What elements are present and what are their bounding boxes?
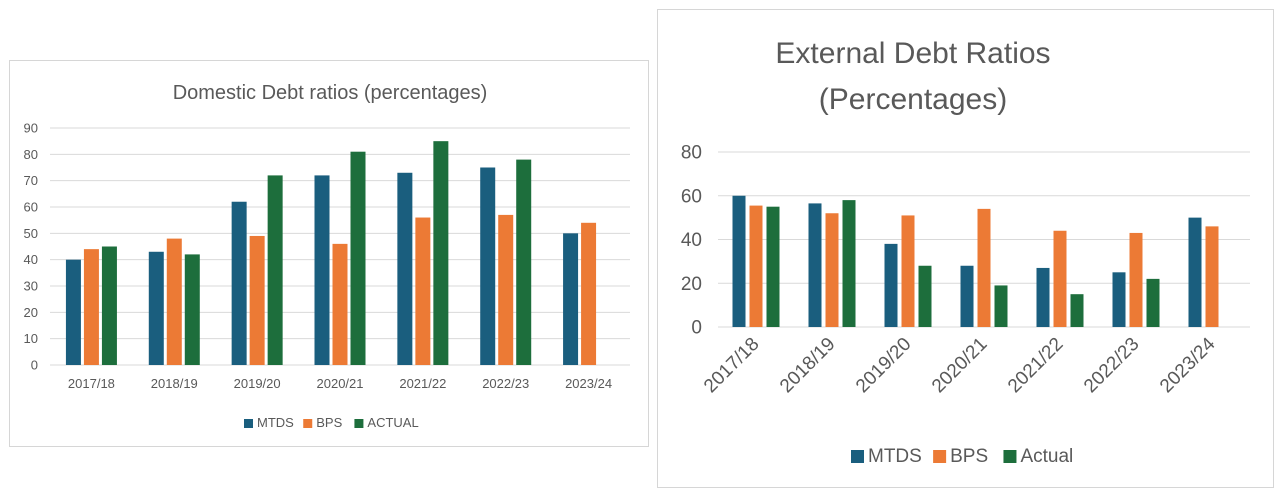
bar-actual-2017-18 (101, 246, 117, 365)
bar-actual-2019-20 (918, 265, 932, 327)
legend-swatch-mtds (851, 450, 864, 463)
bar-mtds-2023-24 (563, 233, 579, 365)
x-tick-label: 2023/24 (1156, 333, 1220, 397)
y-tick-label: 60 (24, 200, 38, 215)
legend-swatch-bps (933, 450, 947, 463)
chart-title-line-1: External Debt Ratios (775, 37, 1050, 70)
x-tick-label: 2021/22 (1004, 334, 1067, 397)
bar-actual-2020-21 (350, 151, 366, 365)
y-tick-label: 70 (24, 173, 38, 188)
bar-mtds-2018-19 (148, 251, 164, 365)
bar-bps-2023-24 (1205, 226, 1219, 327)
y-tick-label: 80 (24, 147, 38, 162)
x-tick-label: 2023/24 (565, 376, 612, 391)
x-tick-label: 2022/23 (1080, 334, 1143, 397)
bar-mtds-2021-22 (1036, 267, 1050, 327)
x-tick-label: 2018/19 (776, 334, 839, 397)
x-tick-label: 2019/20 (852, 334, 915, 397)
y-tick-label: 0 (31, 358, 38, 373)
legend-label-mtds: MTDS (257, 415, 294, 430)
legend-label-bps: BPS (950, 446, 988, 467)
y-tick-label: 10 (24, 331, 38, 346)
legend-label-actual: ACTUAL (367, 415, 418, 430)
legend-swatch-actual (1003, 450, 1017, 463)
legend-swatch-mtds (244, 419, 253, 428)
y-tick-label: 30 (24, 279, 38, 294)
legend-label-actual: Actual (1020, 446, 1073, 467)
x-tick-label: 2021/22 (399, 376, 446, 391)
bar-mtds-2020-21 (960, 265, 974, 327)
bar-bps-2022-23 (1129, 232, 1143, 327)
chart-title-line-2: (Percentages) (819, 83, 1007, 116)
external-debt-chart-panel: External Debt Ratios (Percentages) 0 20 40… (657, 9, 1274, 488)
y-tick-label: 80 (681, 143, 702, 164)
x-tick-label: 2018/19 (151, 376, 198, 391)
bar-mtds-2017-18 (65, 259, 81, 365)
bar-bps-2023-24 (581, 222, 597, 365)
y-tick-label: 90 (24, 121, 38, 136)
legend-swatch-bps (303, 419, 313, 428)
y-tick-label: 0 (691, 318, 702, 339)
y-tick-label: 60 (681, 186, 702, 207)
bar-mtds-2023-24 (1188, 217, 1202, 327)
x-tick-label: 2022/23 (482, 376, 529, 391)
y-tick-label: 20 (681, 274, 702, 295)
x-tick-label: 2017/18 (700, 334, 763, 397)
chart-title: Domestic Debt ratios (percentages) (173, 82, 488, 104)
external-debt-chart: External Debt Ratios (Percentages) 0 20 40… (681, 37, 1250, 467)
domestic-debt-chart-panel: Domestic Debt ratios (percentages) 0 10 20… (9, 60, 649, 447)
y-tick-label: 50 (24, 226, 38, 241)
bar-actual-2019-20 (267, 175, 283, 365)
bar-bps-2020-21 (977, 208, 991, 327)
legend-label-bps: BPS (316, 415, 342, 430)
bar-actual-2018-19 (184, 254, 200, 365)
bar-actual-2022-23 (1146, 278, 1160, 327)
bar-mtds-2018-19 (808, 203, 822, 327)
legend-label-mtds: MTDS (868, 446, 922, 467)
bar-bps-2018-19 (166, 238, 182, 365)
domestic-debt-chart: Domestic Debt ratios (percentages) 0 10 20… (24, 82, 630, 430)
bar-bps-2022-23 (498, 214, 514, 365)
x-tick-label: 2019/20 (234, 376, 281, 391)
bar-mtds-2022-23 (1112, 272, 1126, 327)
y-tick-label: 20 (24, 305, 38, 320)
bar-mtds-2019-20 (231, 201, 247, 365)
bar-mtds-2019-20 (884, 243, 898, 327)
x-tick-label: 2020/21 (317, 376, 364, 391)
bar-actual-2021-22 (1070, 294, 1084, 327)
bar-mtds-2020-21 (314, 175, 330, 365)
bar-actual-2018-19 (842, 200, 856, 327)
bar-bps-2020-21 (332, 243, 348, 365)
legend-swatch-actual (354, 419, 364, 428)
bar-bps-2019-20 (901, 215, 915, 327)
bar-actual-2022-23 (516, 159, 532, 365)
bar-bps-2017-18 (749, 205, 763, 327)
bar-bps-2021-22 (1053, 230, 1067, 327)
bar-mtds-2021-22 (397, 172, 413, 365)
bar-actual-2020-21 (994, 285, 1008, 327)
y-tick-label: 40 (24, 252, 38, 267)
bar-bps-2018-19 (825, 213, 839, 327)
bar-bps-2019-20 (249, 235, 265, 365)
x-tick-label: 2020/21 (928, 334, 991, 397)
y-tick-label: 40 (681, 230, 702, 251)
bar-bps-2021-22 (415, 217, 431, 365)
bar-actual-2017-18 (766, 206, 780, 327)
bar-mtds-2017-18 (732, 195, 746, 327)
bar-actual-2021-22 (433, 141, 449, 365)
bar-bps-2017-18 (83, 249, 99, 365)
x-tick-label: 2017/18 (68, 376, 115, 391)
bar-mtds-2022-23 (480, 167, 496, 365)
